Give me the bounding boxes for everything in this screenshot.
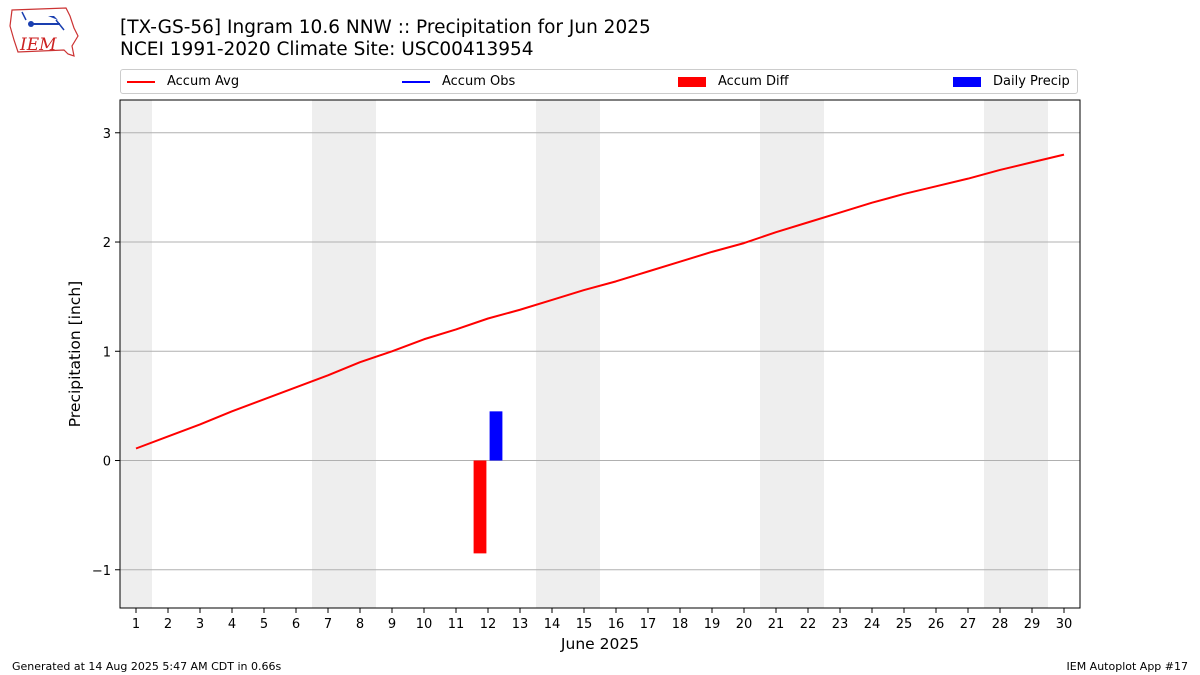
legend-item-accum-obs: Accum Obs [402,70,515,93]
legend-swatch-accum-avg [127,80,155,83]
weekend-shade-4 [984,100,1048,608]
xtick-label-27: 28 [992,617,1009,632]
xtick-label-2: 3 [196,617,204,632]
xtick-label-17: 18 [672,617,689,632]
legend-swatch-daily-precip [953,76,981,87]
xtick-label-9: 10 [416,617,433,632]
ytick-label-1: 0 [103,455,111,470]
xtick-label-18: 19 [704,617,721,632]
xtick-label-8: 9 [388,617,396,632]
legend-swatch-accum-obs [402,80,430,83]
ytick-label-2: 1 [103,345,111,360]
xtick-label-12: 13 [512,617,529,632]
xtick-label-15: 16 [608,617,625,632]
legend-label-daily-precip: Daily Precip [993,74,1070,89]
x-axis-label: June 2025 [560,635,639,653]
xtick-label-24: 25 [896,617,913,632]
bar-accum-diff-0 [473,460,487,554]
title-line-1: [TX-GS-56] Ingram 10.6 NNW :: Precipitat… [120,17,651,38]
line-accum-avg [135,153,1065,450]
legend-label-accum-diff: Accum Diff [718,74,789,89]
xtick-label-14: 15 [576,617,593,632]
xtick-label-7: 8 [356,617,364,632]
xtick-label-4: 5 [260,617,268,632]
weekend-shade-0 [120,100,152,608]
xtick-label-6: 7 [324,617,332,632]
xtick-label-26: 27 [960,617,977,632]
xtick-label-22: 23 [832,617,849,632]
legend-item-daily-precip: Daily Precip [953,70,1070,93]
xtick-label-25: 26 [928,617,945,632]
bar-daily-precip-0 [489,411,503,461]
ytick-label-3: 2 [103,236,111,251]
xtick-label-11: 12 [480,617,497,632]
weekend-shade-1 [312,100,376,608]
xtick-label-16: 17 [640,617,657,632]
chart-title: [TX-GS-56] Ingram 10.6 NNW :: Precipitat… [120,17,651,61]
legend-label-accum-avg: Accum Avg [167,74,240,89]
logo-text: IEM [19,35,57,55]
y-axis-label: Precipitation [inch] [66,281,84,427]
legend-label-accum-obs: Accum Obs [442,74,516,89]
ytick-label-4: 3 [103,127,111,142]
title-line-2: NCEI 1991-2020 Climate Site: USC00413954 [120,39,534,60]
app-id: IEM Autoplot App #17 [1066,660,1189,673]
xtick-label-23: 24 [864,617,881,632]
xtick-label-20: 21 [768,617,785,632]
xtick-label-29: 30 [1056,617,1073,632]
xtick-label-1: 2 [164,617,172,632]
xtick-label-10: 11 [448,617,465,632]
xtick-label-19: 20 [736,617,753,632]
xtick-label-28: 29 [1024,617,1041,632]
iem-logo: IEM [8,6,80,58]
weekend-shade-3 [760,100,824,608]
ytick-label-0: −1 [92,564,111,579]
legend: Accum Avg Accum Obs Accum Diff Daily Pre… [120,69,1078,94]
generated-note: Generated at 14 Aug 2025 5:47 AM CDT in … [12,660,282,673]
legend-swatch-accum-diff [678,76,706,87]
xtick-label-21: 22 [800,617,817,632]
legend-item-accum-avg: Accum Avg [127,70,239,93]
xtick-label-3: 4 [228,617,236,632]
weekend-shade-2 [536,100,600,608]
legend-item-accum-diff: Accum Diff [678,70,789,93]
xtick-label-13: 14 [544,617,561,632]
xtick-label-5: 6 [292,617,300,632]
xtick-label-0: 1 [132,617,140,632]
plot-frame [119,99,1081,609]
